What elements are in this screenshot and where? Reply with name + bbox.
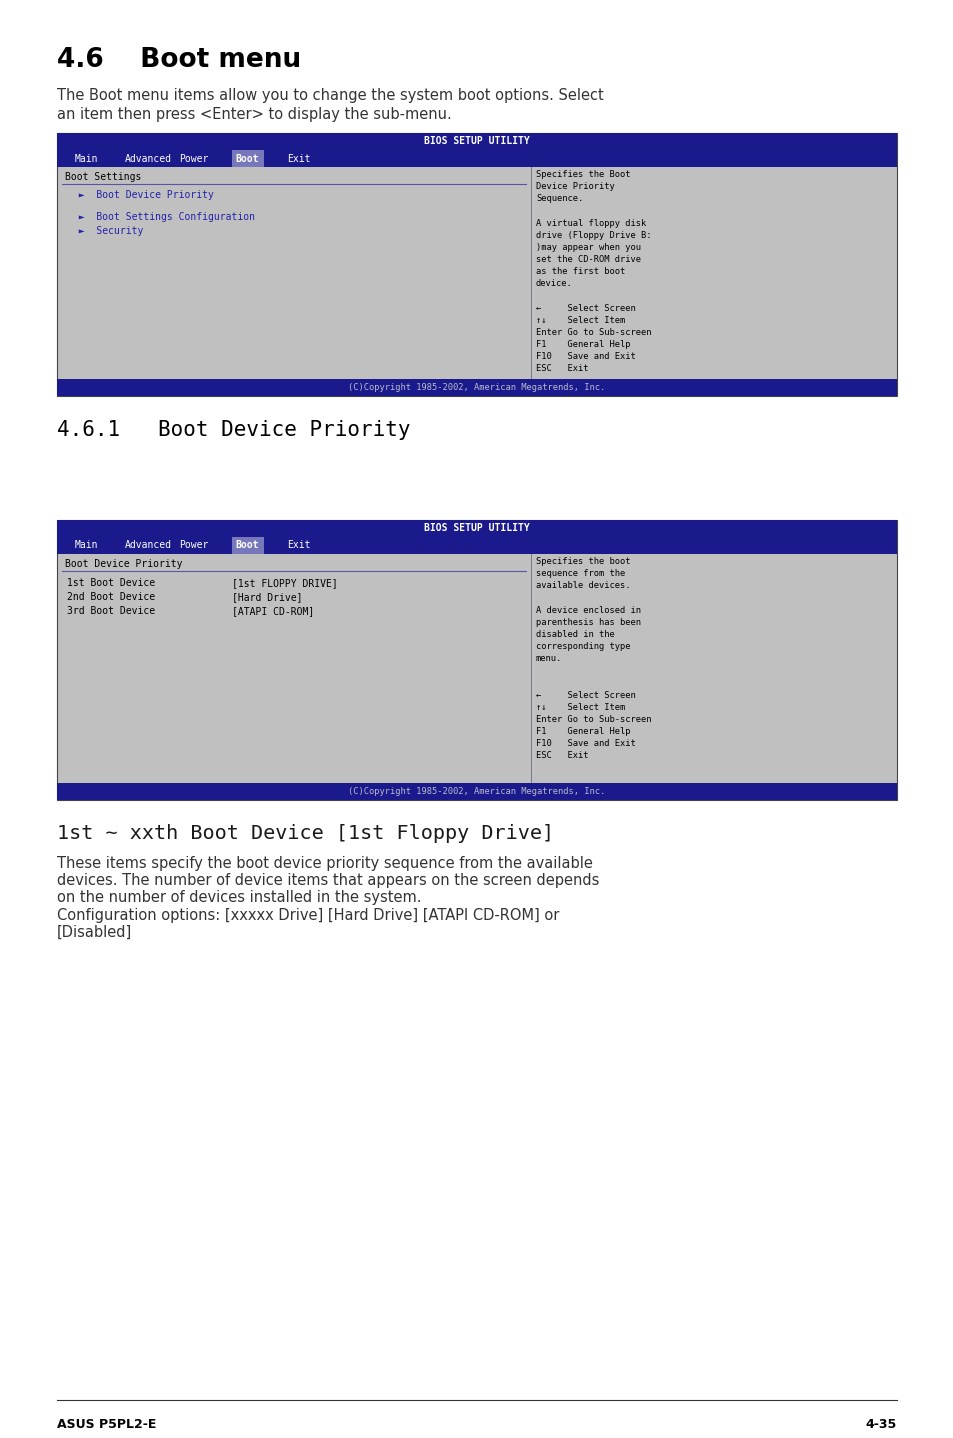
Text: Configuration options: [xxxxx Drive] [Hard Drive] [ATAPI CD-ROM] or: Configuration options: [xxxxx Drive] [Ha…: [57, 907, 558, 923]
Text: ►  Boot Device Priority: ► Boot Device Priority: [67, 190, 213, 200]
Text: 2nd Boot Device: 2nd Boot Device: [67, 592, 155, 603]
Text: 4-35: 4-35: [864, 1418, 896, 1431]
Bar: [57, 132, 896, 395]
Text: These items specify the boot device priority sequence from the available: These items specify the boot device prio…: [57, 856, 592, 871]
Bar: [57, 784, 896, 800]
Bar: [57, 380, 896, 395]
Text: 1st Boot Device: 1st Boot Device: [67, 578, 155, 588]
Text: [Disabled]: [Disabled]: [57, 925, 132, 940]
Text: Advanced: Advanced: [125, 541, 172, 551]
Text: Power: Power: [179, 154, 208, 164]
Text: devices. The number of device items that appears on the screen depends: devices. The number of device items that…: [57, 873, 598, 889]
Bar: [57, 132, 896, 150]
Text: an item then press <Enter> to display the sub-menu.: an item then press <Enter> to display th…: [57, 106, 452, 122]
Text: ASUS P5PL2-E: ASUS P5PL2-E: [57, 1418, 156, 1431]
Bar: [232, 150, 264, 167]
Text: 1st ~ xxth Boot Device [1st Floppy Drive]: 1st ~ xxth Boot Device [1st Floppy Drive…: [57, 824, 554, 843]
Bar: [57, 150, 896, 167]
Text: Boot: Boot: [234, 154, 258, 164]
Text: Exit: Exit: [287, 154, 310, 164]
Text: [1st FLOPPY DRIVE]: [1st FLOPPY DRIVE]: [232, 578, 337, 588]
Text: Main: Main: [75, 154, 98, 164]
Text: (C)Copyright 1985-2002, American Megatrends, Inc.: (C)Copyright 1985-2002, American Megatre…: [348, 787, 605, 797]
Text: [Hard Drive]: [Hard Drive]: [232, 592, 302, 603]
Text: Specifies the Boot
Device Priority
Sequence.

A virtual floppy disk
drive (Flopp: Specifies the Boot Device Priority Seque…: [536, 170, 651, 374]
Bar: [57, 521, 896, 800]
Text: ►  Security: ► Security: [67, 226, 143, 236]
Text: Main: Main: [75, 541, 98, 551]
Bar: [57, 521, 896, 536]
Text: Boot Settings: Boot Settings: [65, 173, 141, 183]
Text: BIOS SETUP UTILITY: BIOS SETUP UTILITY: [424, 523, 529, 533]
Text: BIOS SETUP UTILITY: BIOS SETUP UTILITY: [424, 137, 529, 147]
Text: Power: Power: [179, 541, 208, 551]
Text: 4.6.1   Boot Device Priority: 4.6.1 Boot Device Priority: [57, 420, 410, 440]
Bar: [232, 536, 264, 554]
Bar: [57, 536, 896, 554]
Text: (C)Copyright 1985-2002, American Megatrends, Inc.: (C)Copyright 1985-2002, American Megatre…: [348, 383, 605, 393]
Text: Boot: Boot: [234, 541, 258, 551]
Text: 4.6    Boot menu: 4.6 Boot menu: [57, 47, 301, 73]
Text: [ATAPI CD-ROM]: [ATAPI CD-ROM]: [232, 605, 314, 615]
Text: The Boot menu items allow you to change the system boot options. Select: The Boot menu items allow you to change …: [57, 88, 603, 104]
Text: on the number of devices installed in the system.: on the number of devices installed in th…: [57, 890, 421, 905]
Text: Specifies the boot
sequence from the
available devices.

A device enclosed in
pa: Specifies the boot sequence from the ava…: [536, 557, 651, 761]
Text: Exit: Exit: [287, 541, 310, 551]
Text: Advanced: Advanced: [125, 154, 172, 164]
Text: Boot Device Priority: Boot Device Priority: [65, 559, 182, 569]
Text: 3rd Boot Device: 3rd Boot Device: [67, 605, 155, 615]
Text: ►  Boot Settings Configuration: ► Boot Settings Configuration: [67, 211, 254, 221]
